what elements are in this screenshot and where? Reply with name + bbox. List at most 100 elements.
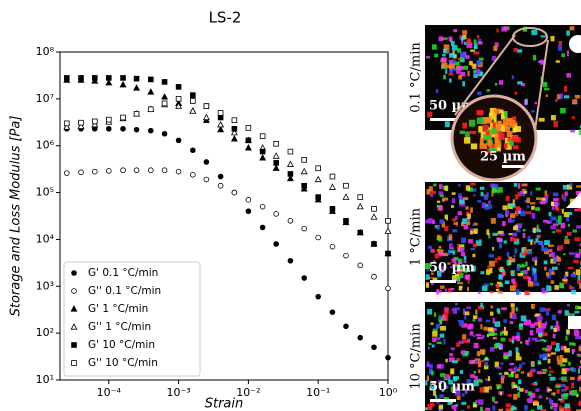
- inset-speck: [476, 117, 484, 125]
- micrograph-speck: [552, 192, 559, 197]
- micrograph-speck: [532, 304, 536, 309]
- micrograph-speck: [492, 246, 495, 251]
- micrograph-speck: [500, 337, 506, 342]
- marker: [357, 194, 364, 200]
- micrograph-speck: [457, 65, 463, 71]
- micrograph-speck: [461, 237, 467, 244]
- micrograph-speck: [535, 388, 540, 392]
- inset-speck: [487, 133, 492, 140]
- legend-label: G'' 10 °C/min: [88, 357, 158, 369]
- micrograph-speck: [470, 265, 476, 272]
- micrograph-speck: [496, 189, 499, 194]
- micrograph-speck: [490, 346, 495, 352]
- micrograph-speck: [478, 71, 484, 77]
- micrograph-speck: [427, 111, 433, 118]
- micrograph-speck: [540, 338, 545, 342]
- symbol: [568, 316, 581, 329]
- micrograph-speck: [520, 265, 526, 268]
- micrograph-speck: [492, 183, 499, 190]
- micrograph-speck: [473, 359, 479, 365]
- micrograph-speck: [458, 286, 463, 291]
- micrograph-speck: [427, 346, 430, 350]
- inset-speck: [503, 126, 510, 132]
- inset-line: [454, 34, 516, 116]
- micrograph-speck: [490, 305, 494, 309]
- marker: [91, 168, 98, 175]
- micrograph-speck: [570, 182, 573, 187]
- marker: [148, 76, 154, 83]
- micrograph-speck: [473, 342, 479, 349]
- marker: [161, 130, 168, 137]
- marker: [272, 164, 280, 171]
- micrograph-speck: [452, 198, 456, 204]
- micrograph-speck: [476, 35, 480, 39]
- micrograph-speck: [431, 44, 437, 50]
- marker: [78, 169, 84, 176]
- micrograph-speck: [537, 360, 541, 365]
- micrograph-speck: [428, 276, 433, 279]
- marker: [315, 165, 321, 172]
- micrograph-speck: [473, 371, 477, 374]
- inset-speck: [504, 110, 508, 117]
- micrograph-speck: [562, 278, 568, 282]
- micrograph-speck: [555, 320, 559, 327]
- micrograph-speck: [442, 315, 446, 321]
- micrograph-speck: [457, 258, 463, 265]
- micrograph-speck: [533, 241, 536, 245]
- micrograph-speck: [477, 378, 482, 383]
- micrograph-speck: [500, 362, 504, 365]
- micrograph-speck: [508, 233, 513, 236]
- micrograph-speck: [513, 226, 516, 231]
- micrograph-speck: [432, 328, 438, 332]
- micrograph-speck: [489, 291, 494, 294]
- micrograph-speck: [557, 220, 562, 225]
- marker: [287, 257, 294, 264]
- micrograph-speck: [530, 323, 535, 328]
- micrograph-speck: [513, 393, 518, 400]
- micrograph-speck: [484, 361, 488, 367]
- micrograph-speck: [444, 214, 449, 219]
- micrograph-speck: [516, 264, 521, 268]
- micrograph-speck: [445, 358, 448, 363]
- micrograph-speck: [564, 385, 569, 391]
- micrograph-speck: [486, 89, 491, 92]
- micrograph-speck: [449, 67, 456, 70]
- marker: [273, 160, 279, 166]
- micrograph-speck: [472, 64, 477, 69]
- marker: [175, 84, 182, 90]
- micrograph-speck: [462, 218, 467, 225]
- inset-speck: [512, 135, 519, 142]
- micrograph-speck: [558, 398, 563, 401]
- micrograph-speck: [515, 307, 518, 312]
- micrograph-speck: [571, 116, 575, 120]
- marker: [371, 273, 377, 280]
- marker: [343, 217, 349, 224]
- micrograph-speck: [427, 308, 433, 315]
- inset-speck: [479, 143, 488, 150]
- inset-speck: [470, 143, 478, 150]
- micrograph-speck: [540, 409, 547, 411]
- micrograph-speck: [444, 288, 448, 293]
- micrograph-speck: [452, 50, 455, 55]
- micrograph-speck: [441, 38, 444, 41]
- micrograph-speck: [439, 333, 445, 338]
- micrograph-speck: [452, 218, 456, 222]
- micrograph-speck: [504, 210, 509, 216]
- scale-bar: [430, 399, 456, 402]
- micrograph-speck: [511, 405, 515, 411]
- inset-speck: [469, 130, 477, 134]
- micrograph-speck: [431, 344, 435, 348]
- micrograph-speck: [515, 347, 519, 354]
- micrograph-speck: [512, 232, 517, 237]
- micrograph-speck: [521, 362, 526, 365]
- micrograph-speck: [546, 397, 549, 400]
- micrograph-speck: [466, 405, 471, 409]
- marker: [105, 75, 112, 81]
- micrograph-speck: [434, 253, 440, 259]
- marker: [91, 118, 98, 125]
- micrograph-speck: [556, 256, 560, 260]
- micrograph-speck: [460, 36, 465, 41]
- inset-speck: [487, 148, 493, 154]
- micrograph-speck: [493, 332, 498, 336]
- micrograph-speck: [491, 396, 495, 402]
